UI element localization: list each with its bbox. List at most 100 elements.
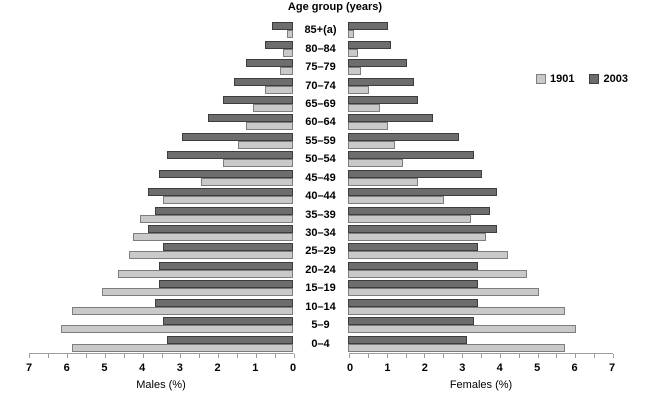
- female-1901-bar: [348, 85, 369, 94]
- male-bars-cell: [29, 76, 293, 94]
- female-bars-cell: [348, 150, 612, 168]
- female-2003-bar: [348, 188, 498, 197]
- female-bars-cell: [348, 334, 612, 352]
- pyramid-row: 85+(a): [29, 21, 612, 39]
- male-bars-cell: [29, 150, 293, 168]
- male-2003-bar: [181, 132, 293, 141]
- male-bars-cell: [29, 21, 293, 39]
- axis-tick-label: 3: [176, 362, 183, 374]
- axis-tick-label: 6: [63, 362, 70, 374]
- female-axis-tick-labels: 0 1 2 3 4 5 6 7: [347, 362, 616, 376]
- axis-tick: [29, 354, 30, 358]
- male-1901-bar: [245, 122, 293, 131]
- female-2003-bar: [348, 95, 418, 104]
- axis-tick-label: 1: [252, 362, 259, 374]
- female-1901-bar: [348, 269, 528, 278]
- axis-tick: [613, 354, 614, 358]
- axis-tick-label: 7: [608, 362, 616, 374]
- axis-tick: [386, 354, 388, 358]
- female-bars-cell: [348, 95, 612, 113]
- axis-tick-label: 2: [421, 362, 428, 374]
- female-bars-cell: [348, 169, 612, 187]
- age-group-label: 80–84: [305, 42, 336, 55]
- age-group-label: 5–9: [311, 319, 330, 332]
- female-bars-cell: [348, 187, 612, 205]
- legend-swatch-2003: [589, 74, 600, 84]
- female-1901-bar: [348, 103, 381, 112]
- male-bars-cell: [29, 132, 293, 150]
- male-bars-cell: [29, 334, 293, 352]
- male-axis-title: Males (%): [136, 379, 186, 391]
- axis-tick: [443, 354, 445, 358]
- axis-tick: [481, 354, 482, 358]
- female-2003-bar: [348, 317, 475, 326]
- axis-tick: [367, 354, 369, 358]
- male-bars-cell: [29, 169, 293, 187]
- age-group-label: 20–24: [305, 263, 336, 276]
- age-group-label: 75–79: [305, 61, 336, 74]
- female-bars-cell: [348, 58, 612, 76]
- female-2003-bar: [348, 59, 407, 68]
- axis-tick: [594, 354, 596, 358]
- axis-tick-label: 2: [214, 362, 221, 374]
- female-1901-bar: [348, 251, 509, 260]
- pyramid-row: 80–84: [29, 39, 612, 57]
- axis-tick: [85, 354, 87, 358]
- male-1901-bar: [162, 196, 293, 205]
- male-2003-bar: [155, 298, 293, 307]
- age-group-label: 10–14: [305, 300, 336, 313]
- male-1901-bar: [283, 48, 293, 57]
- female-2003-bar: [348, 151, 475, 160]
- axis-tick: [518, 354, 520, 358]
- age-group-label: 45–49: [305, 171, 336, 184]
- female-1901-bar: [348, 343, 565, 352]
- age-group-label: 15–19: [305, 282, 336, 295]
- male-bars-cell: [29, 205, 293, 223]
- pyramid-row: 20–24: [29, 261, 612, 279]
- male-1901-bar: [117, 269, 293, 278]
- female-bars-cell: [348, 21, 612, 39]
- axis-tick: [275, 354, 277, 358]
- male-bars-cell: [29, 298, 293, 316]
- male-axis-line: [29, 353, 294, 354]
- female-2003-bar: [348, 298, 479, 307]
- female-1901-bar: [348, 140, 396, 149]
- pyramid-row: 55–59: [29, 132, 612, 150]
- pyramid-row: 45–49: [29, 169, 612, 187]
- female-1901-bar: [348, 306, 565, 315]
- axis-tick: [47, 354, 49, 358]
- male-bars-cell: [29, 242, 293, 260]
- age-group-label: 25–29: [305, 245, 336, 258]
- axis-tick: [180, 354, 182, 358]
- male-1901-bar: [287, 30, 293, 39]
- female-axis-title: Females (%): [449, 379, 513, 391]
- female-1901-bar: [348, 177, 418, 186]
- age-group-label: 55–59: [305, 134, 336, 147]
- axis-tick: [66, 354, 68, 358]
- female-2003-bar: [348, 132, 460, 141]
- legend-item-1901: 1901: [536, 73, 574, 85]
- male-bars-cell: [29, 316, 293, 334]
- female-2003-bar: [348, 280, 479, 289]
- axis-tick: [556, 354, 558, 358]
- age-group-label: 85+(a): [304, 24, 337, 37]
- female-bars-cell: [348, 39, 612, 57]
- axis-tick: [537, 354, 539, 358]
- female-bars-cell: [348, 132, 612, 150]
- pyramid-row: 75–79: [29, 58, 612, 76]
- male-1901-bar: [72, 343, 293, 352]
- female-2003-bar: [348, 77, 415, 86]
- axis-tick: [104, 354, 106, 358]
- axis-tick: [349, 354, 350, 358]
- male-bars-cell: [29, 279, 293, 297]
- axis-tick-label: 7: [25, 362, 33, 374]
- chart-title: Age group (years): [287, 1, 383, 13]
- axis-tick: [405, 354, 407, 358]
- female-1901-bar: [348, 48, 358, 57]
- axis-tick-label: 1: [384, 362, 391, 374]
- male-2003-bar: [245, 59, 293, 68]
- male-1901-bar: [140, 214, 293, 223]
- female-1901-bar: [348, 196, 445, 205]
- female-1901-bar: [348, 122, 388, 131]
